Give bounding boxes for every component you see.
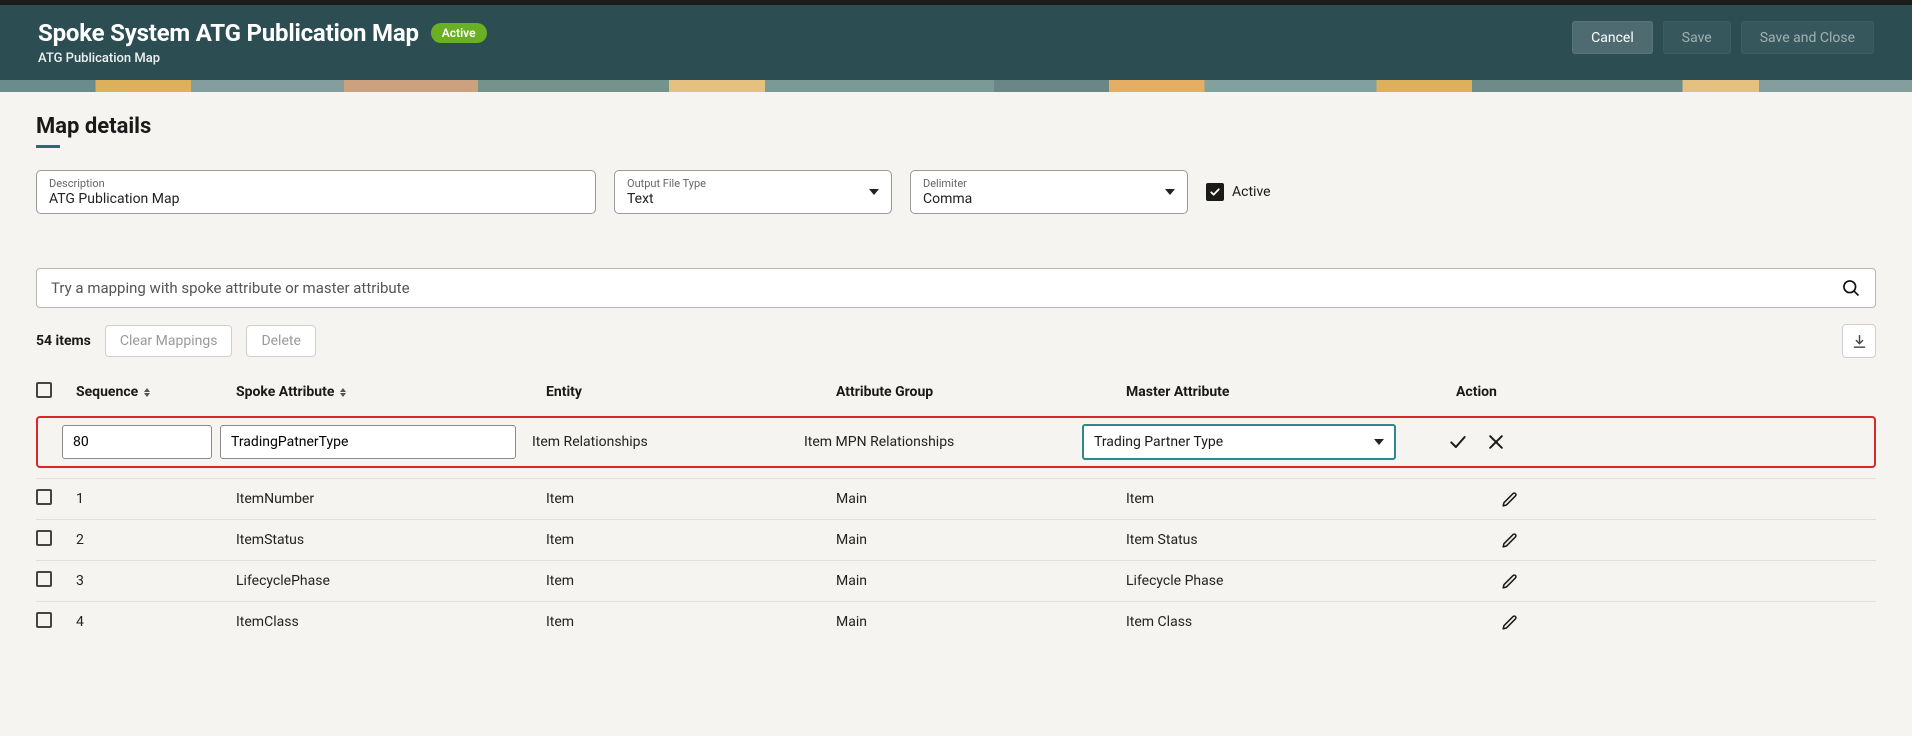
header-pattern-strip bbox=[0, 80, 1912, 92]
delimiter-label: Delimiter bbox=[923, 178, 972, 189]
edit-master-attribute-select[interactable]: Trading Partner Type bbox=[1082, 424, 1396, 460]
cell-master-attribute: Item Class bbox=[1126, 614, 1456, 630]
table-row: 1ItemNumberItemMainItem bbox=[36, 478, 1876, 519]
delimiter-select[interactable]: Delimiter Comma bbox=[910, 170, 1188, 214]
description-input[interactable] bbox=[49, 191, 583, 207]
page-subtitle: ATG Publication Map bbox=[38, 51, 487, 66]
chevron-down-icon bbox=[869, 189, 879, 195]
delimiter-value: Comma bbox=[923, 191, 972, 207]
confirm-icon[interactable] bbox=[1448, 432, 1468, 452]
edit-icon[interactable] bbox=[1500, 490, 1519, 509]
save-close-button[interactable]: Save and Close bbox=[1741, 21, 1874, 54]
edit-master-attribute-value: Trading Partner Type bbox=[1094, 434, 1223, 450]
description-field[interactable]: Description bbox=[36, 170, 596, 214]
cell-sequence: 4 bbox=[76, 614, 236, 630]
cell-attribute-group: Main bbox=[836, 532, 1126, 548]
search-input[interactable] bbox=[51, 279, 1841, 297]
col-master-attribute: Master Attribute bbox=[1126, 384, 1456, 400]
cell-spoke-attribute: ItemClass bbox=[236, 614, 546, 630]
form-row: Description Output File Type Text Delimi… bbox=[36, 170, 1876, 214]
delete-button[interactable]: Delete bbox=[246, 325, 315, 357]
cell-master-attribute: Item bbox=[1126, 491, 1456, 507]
cell-spoke-attribute: ItemNumber bbox=[236, 491, 546, 507]
cell-entity: Item bbox=[546, 573, 836, 589]
output-file-type-label: Output File Type bbox=[627, 178, 706, 189]
col-sequence[interactable]: Sequence bbox=[76, 384, 236, 400]
col-attribute-group: Attribute Group bbox=[836, 384, 1126, 400]
status-badge: Active bbox=[431, 23, 487, 43]
page-title: Spoke System ATG Publication Map bbox=[38, 19, 419, 47]
page-header: Spoke System ATG Publication Map Active … bbox=[0, 5, 1912, 80]
table-row: 4ItemClassItemMainItem Class bbox=[36, 601, 1876, 642]
edit-attribute-group: Item MPN Relationships bbox=[804, 434, 1082, 450]
chevron-down-icon bbox=[1165, 189, 1175, 195]
row-checkbox[interactable] bbox=[36, 571, 52, 587]
output-file-type-select[interactable]: Output File Type Text bbox=[614, 170, 892, 214]
cell-attribute-group: Main bbox=[836, 573, 1126, 589]
row-checkbox[interactable] bbox=[36, 530, 52, 546]
table-toolbar: 54 items Clear Mappings Delete bbox=[36, 324, 1876, 358]
cancel-icon[interactable] bbox=[1486, 432, 1506, 452]
cell-sequence: 3 bbox=[76, 573, 236, 589]
edit-sequence-input[interactable] bbox=[62, 425, 212, 459]
col-spoke-attribute[interactable]: Spoke Attribute bbox=[236, 384, 546, 400]
row-checkbox[interactable] bbox=[36, 489, 52, 505]
output-file-type-value: Text bbox=[627, 191, 706, 207]
cell-sequence: 2 bbox=[76, 532, 236, 548]
check-icon bbox=[1209, 186, 1221, 198]
edit-icon[interactable] bbox=[1500, 572, 1519, 591]
cell-entity: Item bbox=[546, 532, 836, 548]
table-row: 2ItemStatusItemMainItem Status bbox=[36, 519, 1876, 560]
edit-icon[interactable] bbox=[1500, 531, 1519, 550]
edit-icon[interactable] bbox=[1500, 613, 1519, 632]
cell-attribute-group: Main bbox=[836, 491, 1126, 507]
edit-spoke-input[interactable] bbox=[220, 425, 516, 459]
chevron-down-icon bbox=[1374, 439, 1384, 445]
items-count: 54 items bbox=[36, 333, 91, 349]
row-checkbox[interactable] bbox=[36, 612, 52, 628]
cell-attribute-group: Main bbox=[836, 614, 1126, 630]
cell-sequence: 1 bbox=[76, 491, 236, 507]
section-title-underline bbox=[36, 145, 60, 148]
section-title: Map details bbox=[36, 114, 1876, 139]
select-all-checkbox[interactable] bbox=[36, 382, 52, 398]
col-entity: Entity bbox=[546, 384, 836, 400]
table-header-row: Sequence Spoke Attribute Entity Attribut… bbox=[36, 376, 1876, 414]
cell-master-attribute: Item Status bbox=[1126, 532, 1456, 548]
sort-icon bbox=[340, 388, 346, 397]
clear-mappings-button[interactable]: Clear Mappings bbox=[105, 325, 233, 357]
sort-icon bbox=[144, 388, 150, 397]
col-action: Action bbox=[1456, 384, 1876, 400]
edit-entity: Item Relationships bbox=[532, 434, 804, 450]
table-row: 3LifecyclePhaseItemMainLifecycle Phase bbox=[36, 560, 1876, 601]
cell-spoke-attribute: ItemStatus bbox=[236, 532, 546, 548]
description-label: Description bbox=[49, 178, 583, 189]
cell-entity: Item bbox=[546, 614, 836, 630]
download-icon bbox=[1851, 333, 1868, 350]
download-button[interactable] bbox=[1842, 324, 1876, 358]
search-icon bbox=[1841, 278, 1861, 298]
search-bar[interactable] bbox=[36, 268, 1876, 308]
mappings-table: Sequence Spoke Attribute Entity Attribut… bbox=[36, 376, 1876, 642]
edit-row: Item Relationships Item MPN Relationship… bbox=[36, 416, 1876, 468]
cancel-button[interactable]: Cancel bbox=[1572, 21, 1653, 54]
cell-entity: Item bbox=[546, 491, 836, 507]
cell-spoke-attribute: LifecyclePhase bbox=[236, 573, 546, 589]
active-checkbox[interactable] bbox=[1206, 183, 1224, 201]
save-button[interactable]: Save bbox=[1663, 21, 1731, 54]
active-label: Active bbox=[1232, 184, 1271, 200]
cell-master-attribute: Lifecycle Phase bbox=[1126, 573, 1456, 589]
